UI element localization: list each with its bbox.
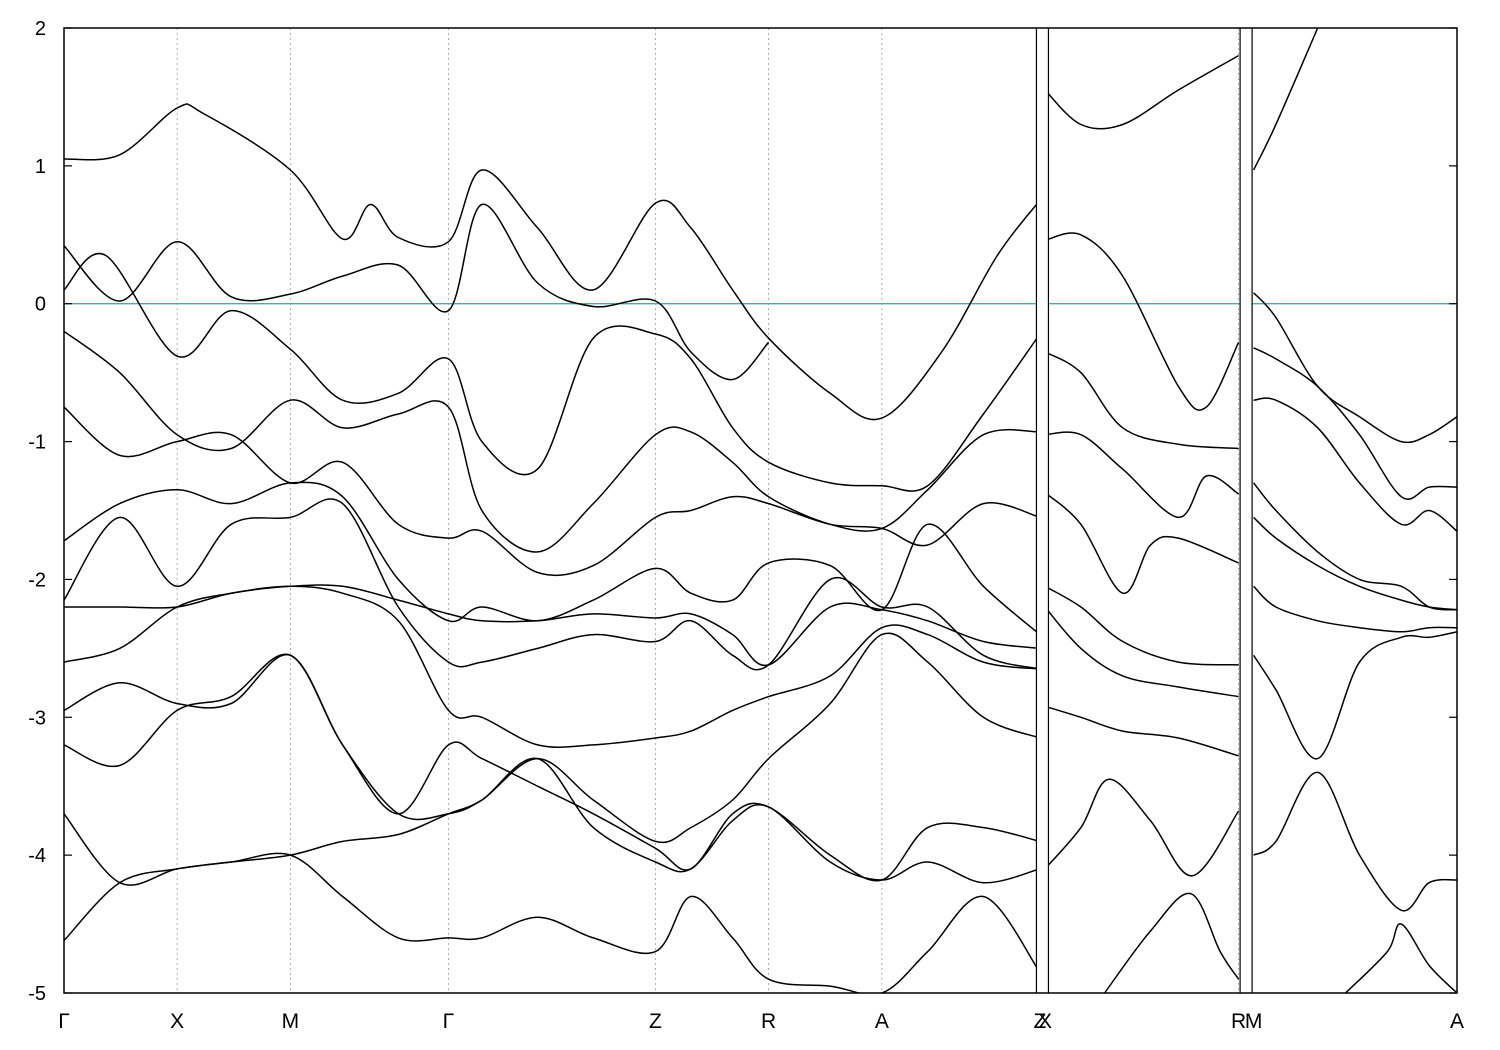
band-line-19 [1044, 585, 1239, 666]
band-line-22 [1044, 778, 1240, 877]
band-line-2 [64, 203, 770, 381]
x-tick-label: R [1231, 1010, 1246, 1033]
x-tick-label: X [170, 1010, 184, 1033]
band-line-11 [64, 653, 1041, 882]
band-line-7 [64, 498, 1041, 671]
x-axis-ticks: Γ X M Γ Z R A ZX RM A [58, 1010, 1464, 1033]
y-tick-label: 0 [35, 294, 46, 316]
y-axis-ticks: 2 1 0 -1 -2 -3 -4 -5 [28, 18, 1457, 1005]
band-line-15 [1044, 232, 1240, 411]
y-tick-label: -2 [28, 569, 46, 591]
band-line-18 [1044, 492, 1239, 594]
band-line-32 [1253, 771, 1457, 912]
band-line-25 [1253, 292, 1457, 444]
y-tick-label: 2 [35, 18, 46, 40]
band-line-10 [64, 632, 1041, 844]
band-line-27 [1253, 397, 1457, 532]
x-tick-label: Z [1034, 1010, 1047, 1033]
band-line-24 [1252, 28, 1319, 171]
band-line-14 [1044, 54, 1239, 130]
band-line-29 [1253, 516, 1457, 611]
band-line-30 [1253, 585, 1457, 633]
band-line-31 [1252, 631, 1457, 760]
band-lines [64, 28, 1457, 993]
band-line-13 [64, 852, 1041, 993]
band-line-3 [64, 252, 1041, 492]
x-tick-label: R [761, 1010, 776, 1033]
x-tick-label: Z [649, 1010, 662, 1033]
x-tick-label: A [875, 1010, 889, 1033]
x-tick-label: A [1450, 1010, 1464, 1033]
band-line-21 [1044, 705, 1239, 757]
x-tick-label: Γ [443, 1010, 455, 1033]
band-line-17 [1044, 431, 1240, 519]
band-line-23 [1103, 892, 1240, 993]
panel-gap [1036, 27, 1049, 994]
band-line-33 [1345, 923, 1457, 993]
band-line-20 [1044, 606, 1239, 698]
y-tick-label: -4 [28, 845, 46, 867]
y-tick-label: 1 [35, 156, 46, 178]
x-tick-label: M [282, 1010, 300, 1033]
band-line-1 [64, 103, 1041, 421]
band-line-16 [1044, 351, 1239, 450]
band-line-28 [1253, 482, 1457, 611]
band-line-5 [64, 406, 1041, 577]
band-line-9 [64, 585, 1040, 748]
panel-breaks [1035, 27, 1253, 994]
x-tick-label: Γ [58, 1010, 70, 1033]
plot-frame [63, 27, 1458, 994]
band-line-12 [64, 757, 1041, 886]
band-line-26 [1253, 347, 1457, 500]
x-tick-label: M [1245, 1010, 1263, 1033]
y-tick-label: -3 [28, 707, 46, 729]
y-tick-label: -5 [28, 983, 46, 1005]
panel-gap [1240, 27, 1253, 994]
band-line-4 [64, 330, 1040, 553]
y-tick-label: -1 [28, 432, 46, 454]
x-tick-label: X [1038, 1010, 1052, 1033]
